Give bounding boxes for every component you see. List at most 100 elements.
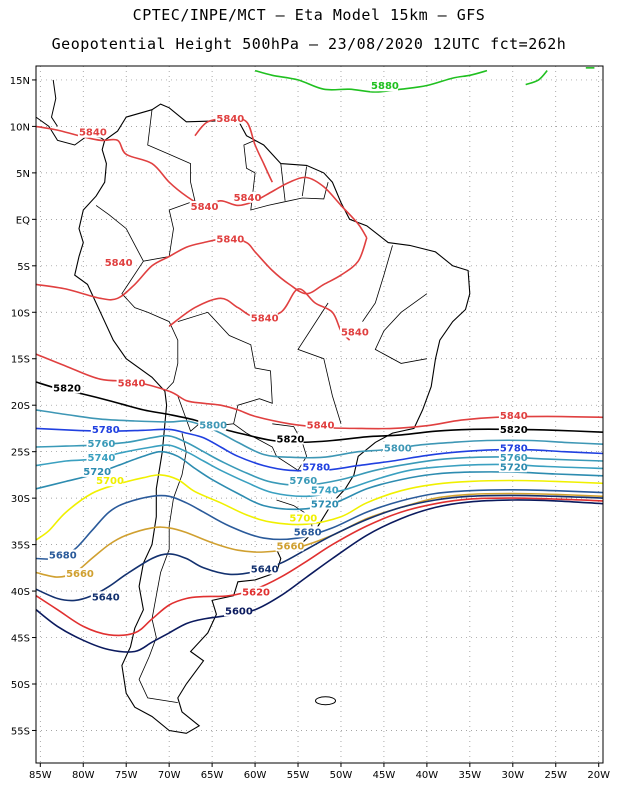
contour-label: 5840 xyxy=(216,235,244,246)
title-line-2: Geopotential Height 500hPa – 23/08/2020 … xyxy=(51,35,567,53)
contour-5640 xyxy=(35,494,604,602)
contour-label-bg xyxy=(370,80,399,92)
country-border xyxy=(233,423,308,471)
contour-5840 xyxy=(35,237,368,301)
country-border xyxy=(301,166,307,197)
contour-label-bg xyxy=(288,512,317,524)
contour-5720 xyxy=(35,450,604,511)
contour-label-bg xyxy=(249,312,278,324)
contour-label-bg xyxy=(116,377,145,389)
lat-tick-label: 20S xyxy=(11,401,30,412)
contour-label-bg xyxy=(198,419,227,431)
map-frame xyxy=(35,65,604,764)
contour-label-bg xyxy=(82,465,111,477)
contour-label-bg xyxy=(86,438,115,450)
contour-label-group: 5760 xyxy=(498,451,528,464)
lon-tick-label: 35W xyxy=(459,770,482,781)
contour-label-group: 5780 xyxy=(90,424,120,436)
contour-label: 5840 xyxy=(341,328,369,339)
contour-label-group: 5680 xyxy=(47,549,77,562)
contour-label-bg xyxy=(65,568,94,580)
title-line-1: CPTEC/INPE/MCT – Eta Model 15km – GFS xyxy=(132,6,486,24)
contour-label-group: 5880 xyxy=(370,80,399,92)
contour-label-bg xyxy=(339,326,368,338)
lon-tick-label: 40W xyxy=(416,770,439,781)
contour-label-group: 5760 xyxy=(86,438,116,450)
contour-label-group: 5660 xyxy=(65,568,94,580)
contour-5780 xyxy=(35,427,604,472)
contour-label-group: 5820 xyxy=(498,424,528,436)
lat-lon-grid xyxy=(36,66,603,763)
contour-label-group: 5800 xyxy=(198,419,227,431)
contour-label: 5840 xyxy=(500,411,528,422)
contour-label: 5780 xyxy=(500,444,528,455)
contour-label: 5840 xyxy=(191,202,219,213)
contour-label: 5620 xyxy=(242,588,270,599)
country-border xyxy=(138,433,187,703)
contour-label: 5680 xyxy=(49,551,77,562)
lon-tick-label: 60W xyxy=(244,770,267,781)
contour-label: 5840 xyxy=(234,193,262,204)
contour-label-group: 5840 xyxy=(215,112,244,125)
lon-tick-label: 85W xyxy=(29,770,52,781)
contour-5600 xyxy=(35,499,604,653)
lat-tick-label: EQ xyxy=(16,215,30,226)
contour-label-bg xyxy=(309,498,338,510)
contour-label: 5720 xyxy=(500,462,528,473)
contour-label-bg xyxy=(275,540,304,552)
contour-label: 5760 xyxy=(88,439,116,450)
contour-label-bg xyxy=(47,549,76,561)
contour-label: 5840 xyxy=(216,114,244,125)
contour-label: 5700 xyxy=(289,513,317,524)
contour-label: 5720 xyxy=(311,499,339,510)
lon-tick-label: 20W xyxy=(587,770,610,781)
contour-label-bg xyxy=(90,591,119,603)
contour-label-group: 5780 xyxy=(301,461,330,473)
contour-label: 5840 xyxy=(307,420,335,431)
lat-tick-label: 5N xyxy=(16,169,30,180)
contour-label-group: 5820 xyxy=(52,382,81,394)
contour-label: 5880 xyxy=(371,81,399,92)
contour-label-group: 5840 xyxy=(249,312,279,325)
coastline-south-america xyxy=(74,103,471,734)
contour-5620 xyxy=(35,497,604,637)
contour-label: 5740 xyxy=(311,485,339,496)
contour-label-group: 5800 xyxy=(382,442,412,455)
contour-labels: 5880 5840 5840 5840 5840 5840 5840 5840 5840 5840… xyxy=(47,80,528,617)
contour-label-bg xyxy=(305,419,334,431)
contour-label-group: 5840 xyxy=(498,410,528,422)
contour-label: 5840 xyxy=(251,314,279,325)
lon-tick-label: 45W xyxy=(373,770,396,781)
lat-tick-label: 25S xyxy=(11,448,30,459)
contour-label: 5800 xyxy=(199,420,227,431)
contour-label-bg xyxy=(189,201,218,213)
contour-5700 xyxy=(35,474,604,541)
country-border xyxy=(276,499,313,533)
lon-tick-label: 30W xyxy=(501,770,524,781)
contour-label-bg xyxy=(498,461,527,473)
contour-label: 5700 xyxy=(96,476,124,487)
contour-5880 xyxy=(525,70,548,86)
contour-label-group: 5700 xyxy=(288,512,317,524)
contour-5880 xyxy=(254,69,488,93)
coastline-central-america xyxy=(50,79,58,127)
contour-label-group: 5740 xyxy=(309,484,339,496)
contour-5840 xyxy=(168,288,351,341)
contour-label-group: 5620 xyxy=(241,586,270,599)
contour-label-bg xyxy=(103,256,132,268)
contour-label-bg xyxy=(95,475,124,487)
contour-label: 5820 xyxy=(53,383,81,394)
country-border xyxy=(280,163,286,201)
lon-tick-label: 25W xyxy=(544,770,567,781)
contour-label-group: 5780 xyxy=(498,442,528,455)
country-border xyxy=(297,302,342,424)
lat-tick-label: 15N xyxy=(10,76,30,87)
contour-label-bg xyxy=(224,605,252,617)
contour-label-bg xyxy=(86,451,115,463)
contour-5800 xyxy=(35,409,604,459)
contour-5660 xyxy=(35,492,604,578)
contour-label-group: 5840 xyxy=(189,201,219,213)
contour-label: 5800 xyxy=(384,444,412,455)
country-border xyxy=(362,245,393,322)
